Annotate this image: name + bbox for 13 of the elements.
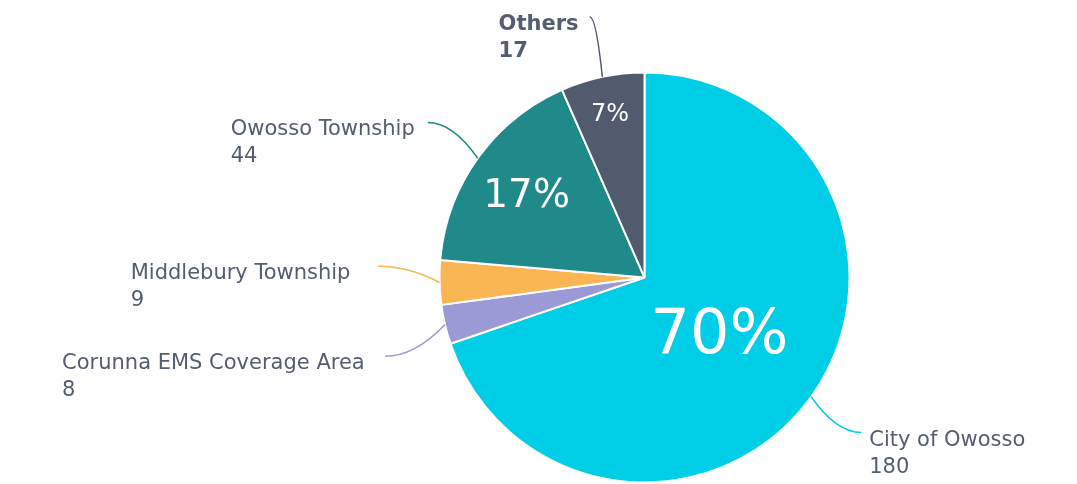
data-label: 44 (230, 143, 258, 168)
slice-label: Owosso Township (230, 116, 415, 141)
legend-label: Middlebury Township (130, 260, 351, 285)
slice-label: City of Owosso (869, 426, 1026, 451)
data-label: 9 (130, 287, 145, 312)
slice-label: Corunna EMS Coverage Area (62, 350, 365, 375)
text: 17% (483, 170, 570, 216)
text: 7% (590, 99, 630, 128)
text: 70% (650, 294, 789, 368)
data-label: 180 (869, 453, 910, 478)
slice-label: Others (498, 10, 579, 35)
data-label: 8 (62, 377, 76, 402)
data-label: 17 (498, 37, 528, 62)
